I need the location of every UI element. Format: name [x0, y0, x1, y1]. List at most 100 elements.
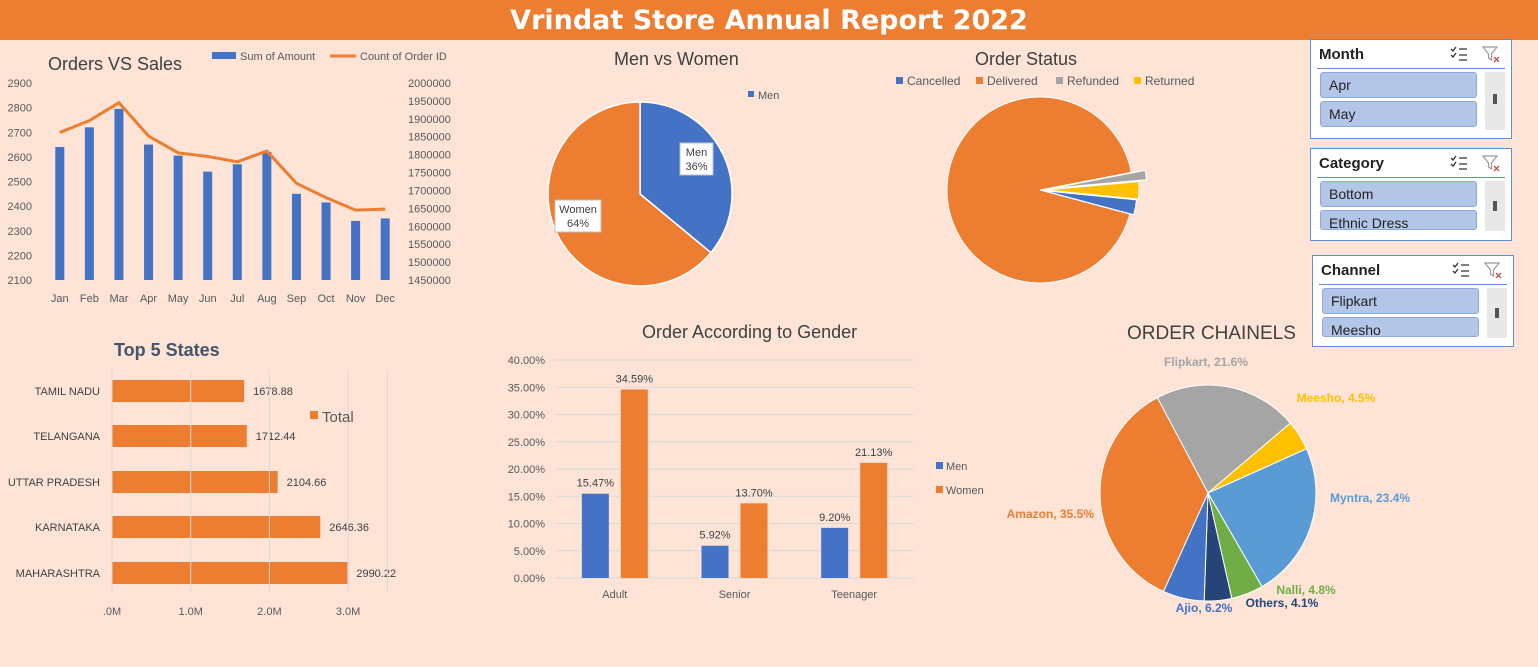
- y-right-tick-label: 1800000: [408, 150, 451, 162]
- channels-title: ORDER CHAINELS: [1127, 323, 1296, 344]
- gender-bar-men: [701, 545, 729, 578]
- x-tick-label: Jan: [51, 293, 69, 305]
- state-bar: [112, 516, 321, 538]
- legend-label: Women: [946, 485, 984, 497]
- y-left-tick-label: 2800: [8, 103, 32, 115]
- gender-orders-title: Order According to Gender: [642, 322, 858, 342]
- women-data-label-pct: 64%: [567, 218, 589, 230]
- gender-bar-men: [821, 527, 849, 578]
- orders-bar: [291, 193, 301, 280]
- month-slicer-title: Month: [1319, 46, 1364, 63]
- slicer-item-bottom[interactable]: Bottom: [1320, 181, 1477, 207]
- clear-filter-icon[interactable]: [1481, 44, 1501, 64]
- orders-bar: [380, 218, 390, 280]
- order-status-title: Order Status: [975, 49, 1078, 69]
- state-label: TELANGANA: [33, 431, 100, 443]
- slicer-scrollbar[interactable]: [1487, 288, 1507, 338]
- channel-data-label: Nalli, 4.8%: [1276, 583, 1336, 597]
- orders-bar: [114, 108, 124, 280]
- category-slicer-title: Category: [1319, 155, 1385, 172]
- slicer-item-meesho[interactable]: Meesho: [1322, 317, 1479, 337]
- y-left-tick-label: 2600: [8, 152, 32, 164]
- pie-slice-delivered: [946, 96, 1132, 284]
- y-right-tick-label: 1550000: [408, 239, 451, 251]
- slicer-item-flipkart[interactable]: Flipkart: [1322, 288, 1479, 314]
- women-data-label-name: Women: [559, 204, 597, 216]
- pie-slice-returned: [1045, 181, 1140, 200]
- bar-data-label: 5.92%: [699, 530, 730, 542]
- bar-data-label: 34.59%: [616, 373, 654, 385]
- clear-filter-icon[interactable]: [1483, 260, 1503, 280]
- category-slicer[interactable]: Category Bottom Ethnic Dress: [1310, 148, 1512, 241]
- men-women-pie-chart: Men 36% Women 64% Men: [547, 90, 779, 287]
- channel-data-label: Meesho, 4.5%: [1297, 391, 1376, 405]
- y-right-tick-label: 1950000: [408, 96, 451, 108]
- pie-slice-women: [547, 101, 712, 287]
- channel-slicer-title: Channel: [1321, 262, 1381, 279]
- legend-label: Delivered: [987, 74, 1038, 88]
- x-tick-label: .0M: [103, 606, 121, 618]
- y-tick-label: 10.00%: [508, 519, 546, 531]
- y-tick-label: 15.00%: [508, 491, 546, 503]
- men-data-label-name: Men: [686, 147, 707, 159]
- slicer-item-ethnic-dress[interactable]: Ethnic Dress: [1320, 210, 1477, 230]
- state-label: TAMIL NADU: [35, 386, 100, 398]
- gender-orders-chart: 40.00% 35.00% 30.00% 25.00% 20.00% 15.00% 10.0…: [508, 355, 984, 601]
- multi-select-icon[interactable]: [1450, 46, 1468, 62]
- state-label: MAHARASHTRA: [16, 568, 101, 580]
- y-left-tick-label: 2700: [8, 127, 32, 139]
- gender-bar-women: [860, 462, 888, 578]
- legend-label: Refunded: [1067, 74, 1119, 88]
- slicer-scrollbar[interactable]: [1485, 181, 1505, 231]
- bar-data-label: 9.20%: [819, 512, 850, 524]
- state-value-label: 1712.44: [256, 431, 296, 443]
- x-tick-label: Oct: [317, 293, 334, 305]
- y-tick-label: 25.00%: [508, 437, 546, 449]
- channel-slicer[interactable]: Channel Flipkart Meesho: [1312, 255, 1514, 347]
- orders-sales-title: Orders VS Sales: [48, 54, 183, 74]
- month-slicer[interactable]: Month Apr May: [1310, 39, 1512, 139]
- legend-swatch-men: [936, 462, 943, 469]
- channel-data-label: Amazon, 35.5%: [1007, 507, 1095, 521]
- y-right-tick-label: 1450000: [408, 275, 451, 287]
- x-tick-label: Aug: [257, 293, 277, 305]
- channel-data-label: Myntra, 23.4%: [1330, 491, 1410, 505]
- legend-label: Total: [322, 409, 354, 426]
- state-bar: [112, 425, 247, 447]
- legend-swatch-total: [310, 411, 318, 419]
- state-bar: [112, 380, 245, 402]
- x-tick-label: 1.0M: [178, 606, 202, 618]
- top-states-title: Top 5 States: [114, 340, 220, 360]
- slicer-item-may[interactable]: May: [1320, 101, 1477, 127]
- women-data-label-box: [554, 199, 602, 233]
- y-right-tick-label: 2000000: [408, 78, 451, 90]
- gender-bar-men: [581, 493, 609, 578]
- y-left-tick-label: 2200: [8, 250, 32, 262]
- slicer-scrollbar[interactable]: [1485, 72, 1505, 130]
- count-line: [59, 101, 386, 212]
- orders-bar: [84, 127, 94, 280]
- state-value-label: 1678.88: [253, 386, 293, 398]
- x-tick-label: Senior: [719, 589, 751, 601]
- x-tick-label: Mar: [109, 293, 128, 305]
- clear-filter-icon[interactable]: [1481, 153, 1501, 173]
- orders-bar: [321, 202, 331, 280]
- y-left-tick-label: 2900: [8, 78, 32, 90]
- orders-bar: [55, 147, 65, 280]
- x-tick-label: Teenager: [831, 589, 877, 601]
- bar-data-label: 21.13%: [855, 447, 893, 459]
- y-left-tick-label: 2100: [8, 275, 32, 287]
- legend-label: Sum of Amount: [240, 51, 315, 63]
- pie-slice-channel: [1156, 384, 1292, 494]
- pie-slice-men: [639, 101, 733, 254]
- x-tick-label: Jun: [199, 293, 217, 305]
- multi-select-icon[interactable]: [1452, 262, 1470, 278]
- slicer-item-apr[interactable]: Apr: [1320, 72, 1477, 98]
- top-states-chart: TAMIL NADU 1678.88 TELANGANA 1712.44 UTTAR P…: [8, 370, 396, 618]
- y-right-tick-label: 1500000: [408, 257, 451, 269]
- orders-bar: [144, 144, 154, 280]
- x-tick-label: Dec: [375, 293, 395, 305]
- y-tick-label: 20.00%: [508, 464, 546, 476]
- multi-select-icon[interactable]: [1450, 155, 1468, 171]
- men-data-label-box: [679, 142, 714, 176]
